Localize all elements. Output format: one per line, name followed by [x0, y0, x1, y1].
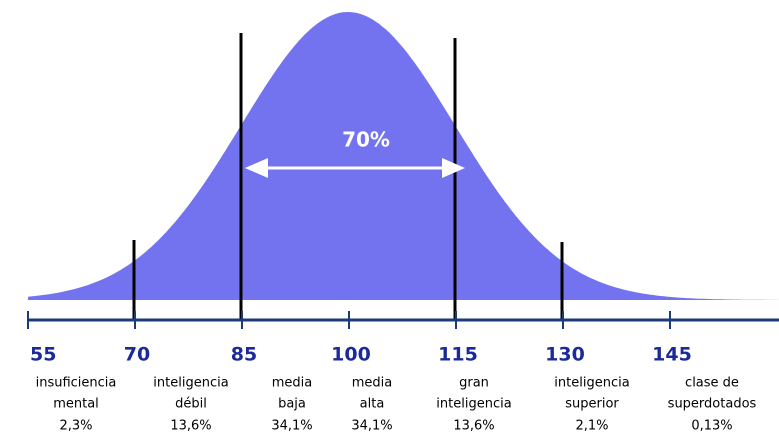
axis-label: 115: [438, 344, 478, 366]
axis-label: 130: [545, 344, 585, 366]
group-percent: 34,1%: [351, 419, 392, 434]
axis-label: 145: [652, 344, 692, 366]
group-label: alta: [360, 397, 385, 412]
group-label: baja: [278, 397, 306, 412]
group-percent: 13,6%: [170, 419, 211, 434]
arrow: [245, 158, 465, 178]
group-label: gran: [459, 376, 489, 391]
bell-curve: [28, 12, 779, 300]
group-label: media: [272, 376, 313, 391]
axis-label: 100: [331, 344, 371, 366]
axis-label: 70: [124, 344, 150, 366]
group-label: inteligencia: [153, 376, 228, 391]
group-label: insuficiencia: [36, 376, 117, 391]
group-label: media: [352, 376, 393, 391]
group-percent: 34,1%: [271, 419, 312, 434]
group-label: débil: [175, 397, 207, 412]
axis-label: 55: [30, 344, 56, 366]
group-percent: 0,13%: [691, 419, 732, 434]
group-label: superdotados: [668, 397, 757, 412]
group-percent: 2,3%: [59, 419, 92, 434]
group-label: superior: [565, 397, 619, 412]
annotation: 70%: [342, 128, 390, 152]
group-percent: 13,6%: [453, 419, 494, 434]
group-label: clase de: [685, 376, 739, 391]
group-label: inteligencia: [554, 376, 629, 391]
group-label: mental: [53, 397, 99, 412]
axis-label: 85: [231, 344, 257, 366]
group-percent: 2,1%: [575, 419, 608, 434]
group-label: inteligencia: [436, 397, 511, 412]
